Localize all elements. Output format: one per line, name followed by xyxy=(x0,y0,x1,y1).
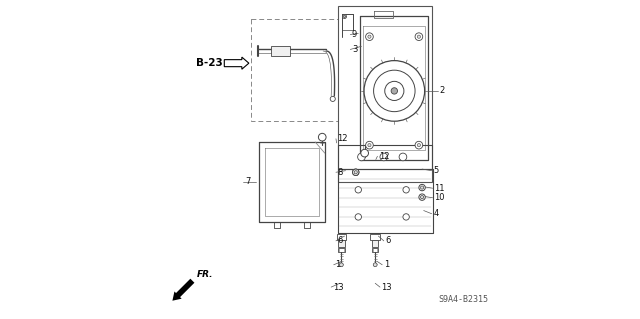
Text: 3: 3 xyxy=(352,45,357,54)
Circle shape xyxy=(417,35,420,38)
Text: B-23: B-23 xyxy=(196,58,223,68)
Text: 4: 4 xyxy=(433,209,438,218)
Text: 1: 1 xyxy=(335,260,340,269)
Bar xyxy=(337,234,346,240)
Bar xyxy=(338,240,344,247)
Circle shape xyxy=(368,35,371,38)
FancyArrow shape xyxy=(224,57,249,69)
Text: 2: 2 xyxy=(440,86,445,95)
Text: 12: 12 xyxy=(379,152,390,161)
Text: 7: 7 xyxy=(245,177,250,186)
Text: 10: 10 xyxy=(434,193,445,202)
Text: S9A4-B2315: S9A4-B2315 xyxy=(438,295,488,304)
Bar xyxy=(337,6,431,182)
Circle shape xyxy=(358,153,365,161)
Circle shape xyxy=(344,16,346,18)
Circle shape xyxy=(391,88,397,94)
Circle shape xyxy=(354,171,357,174)
Circle shape xyxy=(399,153,407,161)
Text: FR.: FR. xyxy=(197,271,214,279)
Text: 8: 8 xyxy=(337,168,343,177)
Bar xyxy=(372,248,378,252)
Circle shape xyxy=(419,184,425,191)
Text: 13: 13 xyxy=(381,283,392,292)
Circle shape xyxy=(373,263,377,267)
Circle shape xyxy=(319,133,326,141)
Text: 11: 11 xyxy=(434,184,445,193)
Text: 9: 9 xyxy=(352,30,357,39)
Circle shape xyxy=(415,33,422,41)
Circle shape xyxy=(364,61,424,121)
Circle shape xyxy=(380,153,388,161)
Circle shape xyxy=(415,141,422,149)
Bar xyxy=(371,234,380,240)
Circle shape xyxy=(354,171,357,174)
Circle shape xyxy=(361,149,369,157)
Text: 6: 6 xyxy=(385,236,391,245)
Text: 12: 12 xyxy=(337,134,348,143)
Circle shape xyxy=(339,263,343,267)
Circle shape xyxy=(374,70,415,112)
Bar xyxy=(338,248,344,252)
Bar xyxy=(372,240,378,247)
Circle shape xyxy=(365,33,373,41)
Circle shape xyxy=(355,214,362,220)
Circle shape xyxy=(385,81,404,100)
Text: 5: 5 xyxy=(433,166,438,175)
Circle shape xyxy=(420,196,424,199)
Circle shape xyxy=(330,96,335,101)
Circle shape xyxy=(368,144,371,147)
Circle shape xyxy=(403,214,410,220)
Circle shape xyxy=(417,144,420,147)
Circle shape xyxy=(342,15,346,19)
Bar xyxy=(271,46,290,56)
Text: 1: 1 xyxy=(384,260,389,269)
Circle shape xyxy=(419,194,425,200)
Circle shape xyxy=(353,169,359,175)
Circle shape xyxy=(403,187,410,193)
Circle shape xyxy=(365,141,373,149)
Circle shape xyxy=(353,169,359,175)
Text: 13: 13 xyxy=(333,283,344,292)
Circle shape xyxy=(420,186,424,189)
Circle shape xyxy=(355,187,362,193)
Text: 6: 6 xyxy=(337,236,343,245)
Bar xyxy=(252,19,342,121)
FancyArrow shape xyxy=(172,279,195,301)
